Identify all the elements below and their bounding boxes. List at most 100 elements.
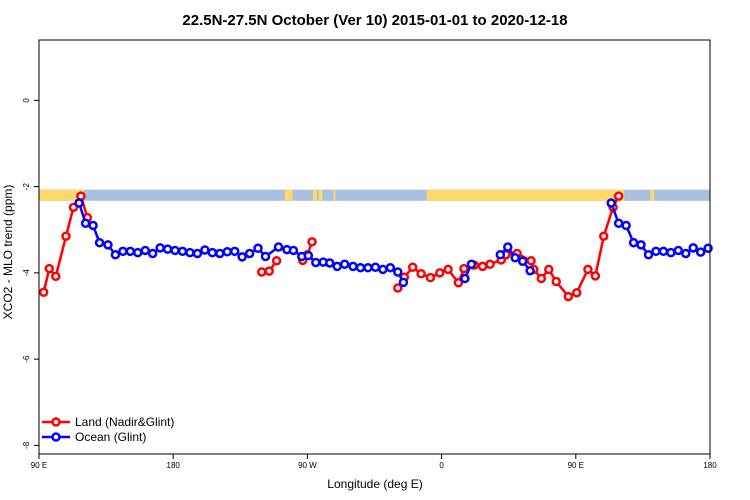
y-tick-label: 0 [22,98,31,103]
data-point [613,191,624,201]
data-point [563,291,574,302]
data-point [536,273,547,284]
data-point [222,246,233,257]
data-point [177,246,188,257]
data-point [325,258,335,268]
data-point [517,256,528,266]
legend-label: Land (Nadir&Glint) [75,415,174,429]
data-point [385,262,396,273]
data-point [526,256,536,266]
data-point [370,262,381,273]
data-point [658,246,669,257]
data-point [551,276,561,287]
data-point [215,248,225,259]
y-axis: 0 -2 -4 -6 -8 [22,98,39,449]
data-point [525,265,535,276]
y-tick-label: -6 [22,355,31,363]
land-band-segment [560,189,576,201]
data-point [628,237,639,248]
data-point [307,237,317,247]
data-point [88,220,98,231]
x-axis: 90 E 180 90 W 0 90 E 180 [31,454,717,470]
data-point [416,268,426,279]
data-point [363,262,373,273]
plot-frame [38,39,711,455]
data-point [38,287,49,298]
data-point [271,256,282,266]
data-point [256,267,267,277]
data-point [80,218,91,229]
legend-marker [51,417,61,427]
data-point [393,267,403,277]
data-point [264,266,274,276]
plot-series [38,191,713,302]
data-point [311,257,321,268]
x-axis-label: Longitude (deg E) [327,477,422,491]
data-point [621,220,631,231]
x-tick-label: 180 [703,461,717,470]
data-point [244,248,255,259]
land-band-segment [426,189,561,201]
data-point [666,247,676,258]
data-point [407,262,418,273]
series-ocean [74,198,713,288]
data-point [147,248,158,259]
data-point [273,242,284,252]
y-axis-label: XCO2 - MLO trend (ppm) [1,185,15,320]
chart-title: 22.5N-27.5N October (Ver 10) 2015-01-01 … [182,12,567,29]
data-point [583,264,593,275]
x-tick-label: 90 E [31,461,47,470]
data-point [185,247,195,258]
x-tick-label: 90 W [298,461,317,470]
data-point [110,250,121,260]
data-point [544,264,554,275]
data-point [485,259,495,269]
land-band-segment [650,189,655,201]
data-point [288,245,299,256]
data-point [434,268,445,278]
data-point [162,244,173,254]
data-point [495,250,506,260]
data-point [510,253,520,263]
data-point [332,261,342,272]
data-point [155,243,165,253]
x-tick-label: 180 [167,461,181,470]
y-tick-label: -4 [22,269,31,277]
x-tick-label: 90 E [568,461,584,470]
data-point [348,261,358,272]
data-point [229,246,240,257]
data-point [453,278,464,288]
data-point [688,243,698,253]
data-point [606,198,616,208]
ocean-band [39,189,710,201]
data-point [125,246,136,257]
data-point [94,237,105,248]
data-point [681,248,691,259]
data-point [503,242,513,252]
data-point [477,261,488,272]
land-band-segment [575,189,625,201]
data-point [61,231,71,241]
data-point [393,283,403,293]
data-point [170,245,180,256]
data-point [103,240,113,250]
data-point [200,245,210,255]
data-point [118,246,128,257]
data-point [459,263,469,274]
data-point [355,262,366,273]
x-tick-label: 0 [439,461,444,470]
land-band-segment [285,189,293,201]
data-point [74,198,84,208]
data-point [673,245,684,256]
data-point [636,240,646,250]
data-point [460,273,470,284]
legend-label: Ocean (Glint) [75,430,146,444]
data-point [140,245,150,256]
data-point [590,271,601,281]
data-point [643,250,654,260]
data-point [443,264,453,275]
land-band-segment [318,189,323,201]
data-point [695,247,706,257]
data-point [398,277,409,288]
